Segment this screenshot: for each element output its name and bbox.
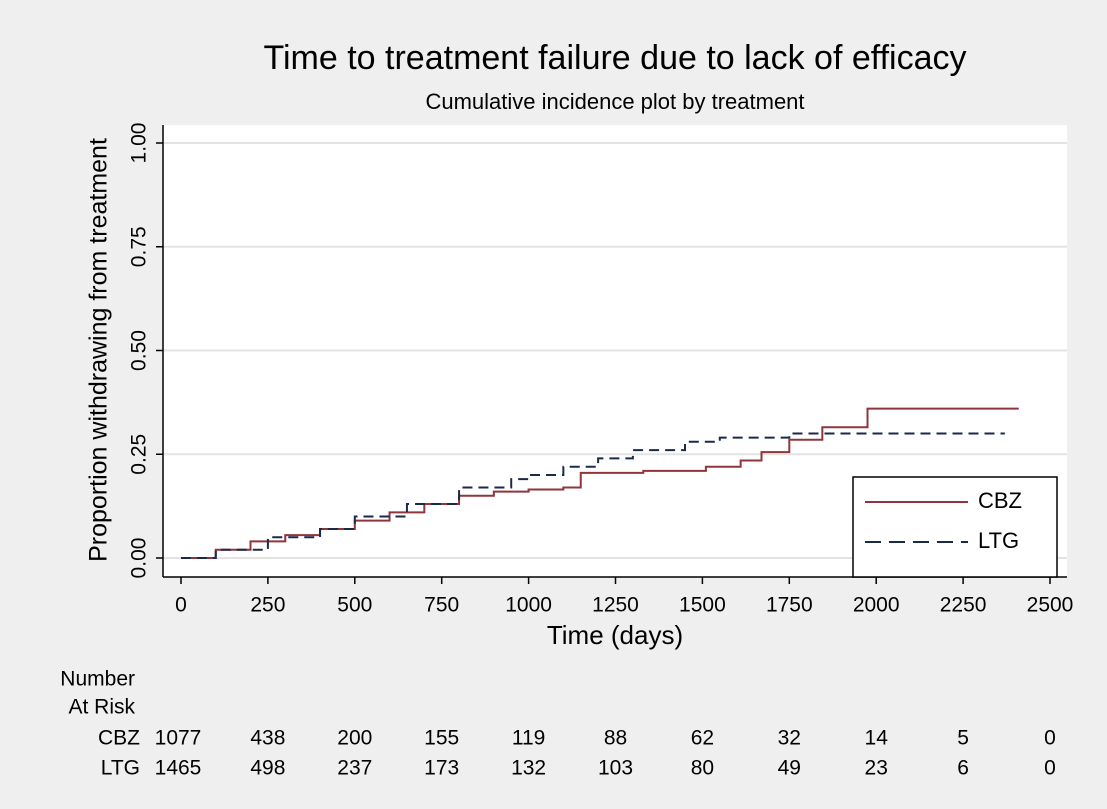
risk-count: 6 [957,757,969,780]
risk-count: 23 [865,757,888,780]
legend-box [852,476,1058,578]
y-tick-label: 0.25 [128,434,151,475]
risk-count: 80 [691,757,714,780]
risk-count: 32 [778,727,801,750]
x-tick-label: 250 [250,594,285,617]
y-axis-label: Proportion withdrawing from treatment [85,138,113,562]
x-tick-label: 2500 [1027,594,1074,617]
x-tick-label: 1000 [505,594,552,617]
x-tick-label: 1250 [592,594,639,617]
risk-count: 88 [604,727,627,750]
legend-label: LTG [978,528,1019,553]
x-tick-label: 0 [175,594,187,617]
risk-count: 237 [337,757,372,780]
risk-count: 5 [957,727,969,750]
risk-count: 1077 [155,727,202,750]
y-tick-label: 0.50 [128,330,151,371]
chart-title: Time to treatment failure due to lack of… [264,39,967,77]
risk-count: 132 [511,757,546,780]
x-tick-label: 2250 [940,594,987,617]
x-tick-label: 1500 [679,594,726,617]
risk-row-name: LTG [101,757,140,780]
risk-count: 438 [250,727,285,750]
chart-subtitle: Cumulative incidence plot by treatment [425,89,804,114]
risk-count: 200 [337,727,372,750]
x-tick-label: 2000 [853,594,900,617]
risk-count: 49 [778,757,801,780]
x-tick-label: 500 [337,594,372,617]
risk-count: 498 [250,757,285,780]
risk-count: 0 [1044,727,1056,750]
series-line [181,407,1019,559]
risk-count: 0 [1044,757,1056,780]
legend-label: CBZ [978,488,1022,513]
risk-count: 14 [865,727,889,750]
x-tick-label: 750 [424,594,459,617]
risk-table-label: At Risk [68,696,135,719]
risk-table-label: Number [60,668,135,691]
risk-count: 173 [424,757,459,780]
y-tick-label: 0.75 [128,226,151,267]
risk-count: 119 [512,727,545,750]
risk-count: 103 [598,757,633,780]
y-tick-label: 0.00 [128,538,151,579]
risk-row-name: CBZ [98,727,140,750]
risk-count: 155 [424,727,459,750]
risk-count: 62 [691,727,714,750]
x-axis-label: Time (days) [547,620,683,650]
series-line [181,432,1005,559]
y-tick-label: 1.00 [128,123,151,164]
risk-count: 1465 [155,757,202,780]
x-tick-label: 1750 [766,594,813,617]
